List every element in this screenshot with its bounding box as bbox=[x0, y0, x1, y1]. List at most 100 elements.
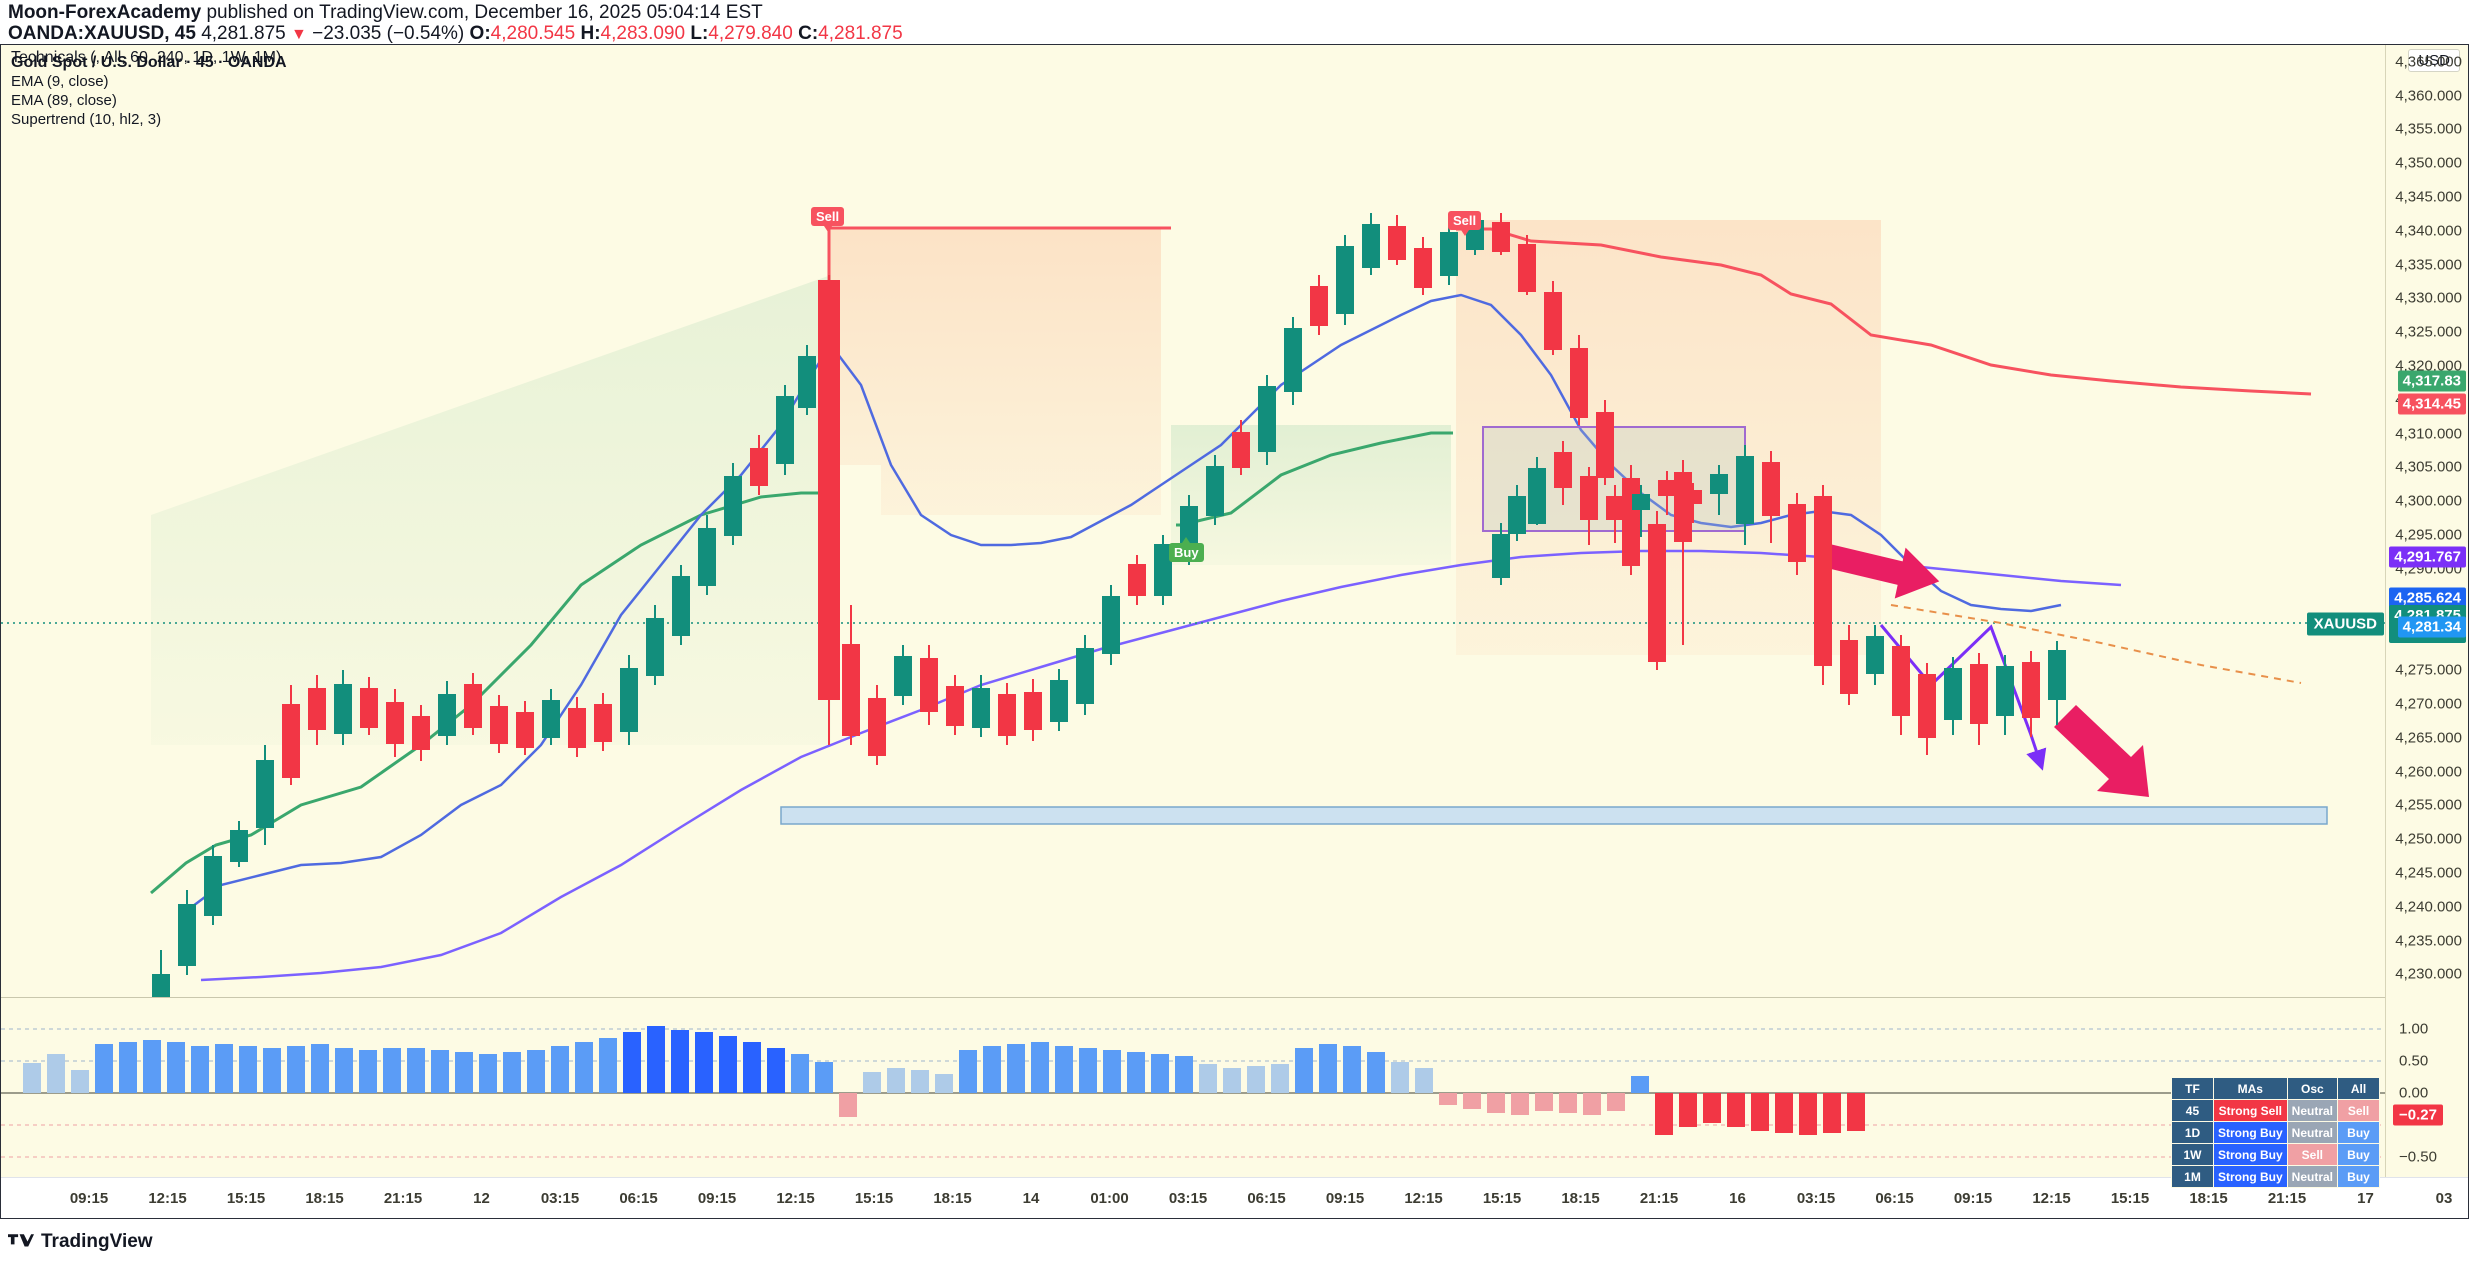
low-label: L: bbox=[690, 23, 709, 44]
sell-signal-1: Sell bbox=[811, 207, 845, 232]
high-value: 4,283.090 bbox=[600, 23, 686, 44]
mas-rating-cell: Strong Sell bbox=[2212, 1099, 2288, 1122]
mas-rating-cell: Strong Buy bbox=[2212, 1165, 2288, 1188]
price-badge: 4,314.45 bbox=[2397, 393, 2466, 415]
price-badge: 4,317.83 bbox=[2397, 370, 2466, 392]
price-tick: 4,335.000 bbox=[2395, 256, 2462, 274]
indicator-title: Technicals (, All, 60, 240, 1D, 1W, 1M) bbox=[11, 49, 282, 66]
all-rating-cell: Buy bbox=[2337, 1121, 2380, 1144]
price-tick: 4,330.000 bbox=[2395, 289, 2462, 307]
author-name: Moon-ForexAcademy bbox=[8, 2, 202, 23]
time-tick: 03 bbox=[2435, 1190, 2453, 1207]
price-tick: 4,230.000 bbox=[2395, 965, 2462, 983]
price-tick: 4,295.000 bbox=[2395, 526, 2462, 544]
candlestick-series bbox=[152, 211, 2066, 998]
time-tick: 21:15 bbox=[383, 1190, 423, 1207]
time-tick: 21:15 bbox=[2267, 1190, 2307, 1207]
sell-signal-2: Sell bbox=[1448, 211, 1482, 236]
time-tick: 15:15 bbox=[854, 1190, 894, 1207]
histogram-bars bbox=[23, 1026, 1865, 1135]
price-tick: 4,245.000 bbox=[2395, 864, 2462, 882]
price-pane[interactable]: Sell Sell Buy ⚡ 🇺🇸 bbox=[1, 45, 2385, 998]
legend-ema9: EMA (9, close) bbox=[11, 73, 109, 90]
time-tick: 01:00 bbox=[1090, 1190, 1129, 1207]
low-value: 4,279.840 bbox=[708, 23, 793, 44]
time-tick: 15:15 bbox=[2110, 1190, 2150, 1207]
change-direction-icon: ▼ bbox=[291, 26, 307, 43]
price-tick: 4,355.000 bbox=[2395, 120, 2462, 138]
time-tick: 12:15 bbox=[776, 1190, 815, 1207]
osc-rating-cell: Neutral bbox=[2286, 1121, 2339, 1144]
timeframe-cell: 45 bbox=[2170, 1099, 2214, 1122]
time-tick: 15:15 bbox=[1482, 1190, 1522, 1207]
timeframe-cell: 1W bbox=[2170, 1143, 2214, 1166]
price-chart-svg bbox=[1, 45, 2385, 998]
timeframe-cell: 1M bbox=[2170, 1165, 2214, 1188]
legend-ema89: EMA (89, close) bbox=[11, 92, 117, 109]
technicals-histogram-svg bbox=[1, 1002, 2385, 1177]
chart-legend: Gold Spot / U.S. Dollar · 45 · OANDA EMA… bbox=[11, 53, 287, 129]
time-tick: 18:15 bbox=[2189, 1190, 2228, 1207]
technicals-column-header: Osc bbox=[2286, 1077, 2339, 1100]
tradingview-logo: TradingView bbox=[8, 1231, 153, 1253]
price-tick: 4,300.000 bbox=[2395, 492, 2462, 510]
time-tick: 18:15 bbox=[305, 1190, 344, 1207]
time-tick: 12 bbox=[473, 1190, 490, 1207]
chart-container[interactable]: Gold Spot / U.S. Dollar · 45 · OANDA EMA… bbox=[0, 44, 2469, 1219]
close-label: C: bbox=[798, 23, 819, 44]
time-tick: 12:15 bbox=[148, 1190, 187, 1207]
high-label: H: bbox=[580, 23, 601, 44]
technicals-tick: 1.00 bbox=[2399, 1020, 2429, 1038]
chart-header: Moon-ForexAcademy published on TradingVi… bbox=[0, 0, 2469, 44]
tradingview-wordmark: TradingView bbox=[41, 1230, 153, 1252]
technicals-column-header: TF bbox=[2170, 1077, 2214, 1100]
technicals-tick: −0.50 bbox=[2399, 1148, 2437, 1166]
buy-signal-1: Buy bbox=[1169, 537, 1204, 562]
time-tick: 06:15 bbox=[619, 1190, 658, 1207]
mas-rating-cell: Strong Buy bbox=[2212, 1143, 2288, 1166]
open-label: O: bbox=[469, 23, 491, 44]
footer: TradingView bbox=[0, 1220, 2469, 1263]
legend-supertrend: Supertrend (10, hl2, 3) bbox=[11, 111, 162, 128]
technicals-row[interactable]: 45 Strong Sell Neutral Sell bbox=[2170, 1099, 2380, 1122]
technicals-row[interactable]: 1W Strong Buy Sell Buy bbox=[2170, 1143, 2380, 1166]
price-tick: 4,235.000 bbox=[2395, 932, 2462, 950]
technicals-rating-table[interactable]: TF MAs Osc All 45 Strong Sell Neutral Sell 1D St… bbox=[2170, 1077, 2380, 1188]
time-tick: 18:15 bbox=[1561, 1190, 1600, 1207]
time-tick: 09:15 bbox=[1953, 1190, 1993, 1207]
technicals-header-row: TF MAs Osc All bbox=[2170, 1077, 2380, 1100]
price-tick: 4,275.000 bbox=[2395, 661, 2462, 679]
technicals-tick: 0.50 bbox=[2399, 1052, 2429, 1070]
all-rating-cell: Sell bbox=[2337, 1099, 2380, 1122]
last-price: 4,281.875 bbox=[201, 23, 286, 44]
price-tick: 4,340.000 bbox=[2395, 222, 2462, 240]
osc-rating-cell: Neutral bbox=[2286, 1099, 2339, 1122]
time-tick: 18:15 bbox=[933, 1190, 972, 1207]
technicals-pane[interactable] bbox=[1, 1002, 2385, 1177]
symbol-chip: XAUUSD bbox=[2306, 612, 2384, 636]
price-tick: 4,350.000 bbox=[2395, 154, 2462, 172]
time-tick: 09:15 bbox=[697, 1190, 737, 1207]
pane-divider bbox=[1, 997, 2385, 998]
technicals-row[interactable]: 1M Strong Buy Neutral Buy bbox=[2170, 1165, 2380, 1188]
close-value: 4,281.875 bbox=[818, 23, 903, 44]
price-tick: 4,270.000 bbox=[2395, 695, 2462, 713]
price-axis[interactable]: USD 4,365.000 4,360.000 4,355.000 4,350.000… bbox=[2385, 45, 2468, 1177]
tradingview-mark-icon bbox=[8, 1234, 34, 1247]
technicals-column-header: MAs bbox=[2212, 1077, 2288, 1100]
all-rating-cell: Buy bbox=[2337, 1143, 2380, 1166]
quote-line: OANDA:XAUUSD, 45 4,281.875 ▼ −23.035 (−0… bbox=[8, 23, 2469, 45]
symbol-label: OANDA:XAUUSD, 45 bbox=[8, 23, 196, 44]
time-axis[interactable]: 09:15 12:15 15:15 18:15 21:15 12 03:15 06:15 09:… bbox=[1, 1177, 2468, 1218]
support-zone-band bbox=[780, 806, 2328, 825]
price-tick: 4,360.000 bbox=[2395, 87, 2462, 105]
time-tick: 12:15 bbox=[2032, 1190, 2071, 1207]
price-tick: 4,365.000 bbox=[2395, 53, 2462, 71]
technicals-row[interactable]: 1D Strong Buy Neutral Buy bbox=[2170, 1121, 2380, 1144]
all-rating-cell: Buy bbox=[2337, 1165, 2380, 1188]
price-tick: 4,240.000 bbox=[2395, 898, 2462, 916]
currency-chip: USD bbox=[2408, 49, 2460, 72]
legend-title: Gold Spot / U.S. Dollar · 45 · OANDA bbox=[11, 54, 287, 71]
price-tick: 4,325.000 bbox=[2395, 323, 2462, 341]
price-change: −23.035 (−0.54%) bbox=[312, 23, 465, 44]
